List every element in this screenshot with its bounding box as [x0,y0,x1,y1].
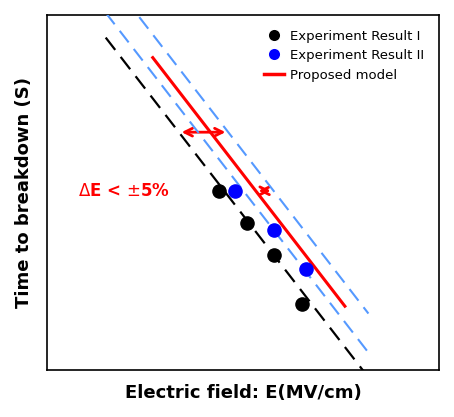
Point [232,188,239,194]
Y-axis label: Time to breakdown (S): Time to breakdown (S) [15,77,33,308]
Legend: Experiment Result I, Experiment Result II, Proposed model: Experiment Result I, Experiment Result I… [256,22,432,90]
Point [216,188,223,194]
Point [302,266,309,272]
Point [271,226,278,233]
Point [298,301,306,308]
Point [243,219,251,226]
X-axis label: Electric field: E(MV/cm): Electric field: E(MV/cm) [124,384,361,402]
Text: $\Delta$E < $\pm$5%: $\Delta$E < $\pm$5% [78,182,170,200]
Point [271,251,278,258]
